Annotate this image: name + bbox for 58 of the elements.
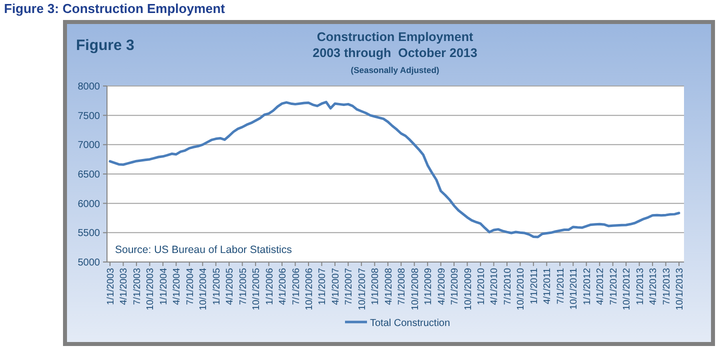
x-tick-label: 4/1/2011 <box>542 268 554 304</box>
x-tick-label: 7/1/2007 <box>344 268 355 305</box>
y-tick-label: 6000 <box>78 198 100 210</box>
x-tick-label: 4/1/2013 <box>648 268 660 305</box>
x-tick-label: 7/1/2012 <box>608 268 620 305</box>
x-tick-label: 1/1/2008 <box>370 268 382 305</box>
x-tick-label: 4/1/2007 <box>330 268 342 305</box>
x-tick-label: 7/1/2010 <box>502 268 514 305</box>
caption: Figure 3: Construction Employment <box>4 1 226 16</box>
x-tick-label: 10/1/2010 <box>516 268 527 310</box>
x-tick-label: 1/1/2007 <box>317 268 328 305</box>
x-tick-label: 7/1/2008 <box>396 268 408 305</box>
x-tick-label: 1/1/2006 <box>264 268 276 305</box>
x-tick-label: 7/1/2013 <box>661 268 672 305</box>
annotation: Source: US Bureau of Labor Statistics <box>115 244 292 256</box>
x-tick-label: 4/1/2006 <box>278 268 289 305</box>
x-tick-label: 7/1/2005 <box>238 268 249 305</box>
line-series <box>108 100 680 238</box>
x-tick-label: 4/1/2012 <box>595 268 606 305</box>
x-tick-label: 4/1/2009 <box>436 268 448 305</box>
y-tick-label: 7500 <box>78 110 100 122</box>
x-tick-label: 10/1/2003 <box>145 268 156 310</box>
y-tick-label: 6500 <box>78 170 100 180</box>
x-tick-label: 10/1/2013 <box>674 268 686 310</box>
legend-label: Total Construction <box>370 318 450 329</box>
x-tick-label: 7/1/2003 <box>132 268 143 305</box>
x-tick-label: 10/1/2005 <box>251 268 262 310</box>
x-tick-label: 10/1/2009 <box>462 268 474 310</box>
y-tick-label: 5500 <box>78 228 100 240</box>
x-tick-label: 10/1/2004 <box>198 268 210 310</box>
x-tick-label: 1/1/2013 <box>634 268 646 305</box>
x-tick-label: 7/1/2004 <box>184 268 196 305</box>
x-tick-label: 4/1/2005 <box>224 268 236 305</box>
x-tick-label: 1/1/2004 <box>158 268 170 305</box>
y-tick-label: 7000 <box>78 140 100 152</box>
chart-subtitle: (Seasonally Adjusted) <box>350 65 440 75</box>
caption: Figure 3 <box>76 37 134 54</box>
x-tick-label: 4/1/2003 <box>118 268 130 305</box>
x-tick-label: 4/1/2010 <box>489 268 500 305</box>
x-tick-label: 4/1/2008 <box>383 268 394 305</box>
x-tick-label: 1/1/2011 <box>528 268 540 304</box>
x-tick-label: 10/1/2007 <box>356 268 368 310</box>
x-tick-label: 4/1/2004 <box>172 268 183 305</box>
x-tick-label: 7/1/2006 <box>290 268 302 305</box>
x-tick-label: 10/1/2006 <box>304 268 315 310</box>
x-tick-label: 1/1/2009 <box>423 268 434 305</box>
x-tick-label: 7/1/2011 <box>555 268 566 304</box>
x-tick-label: 1/1/2010 <box>476 268 488 305</box>
x-tick-label: 10/1/2012 <box>622 268 633 310</box>
x-tick-label: 10/1/2008 <box>410 268 421 310</box>
x-tick-label: 10/1/2011 <box>568 268 580 310</box>
x-tick-label: 1/1/2012 <box>582 268 593 305</box>
y-tick-label: 5000 <box>78 258 100 268</box>
x-tick-label: 1/1/2003 <box>106 268 116 305</box>
x-tick-label: 7/1/2009 <box>450 268 461 305</box>
chart-title: Construction Employment 2003 through October 2013 <box>312 30 478 60</box>
x-tick-label: 1/1/2005 <box>211 268 222 305</box>
y-tick-label: 8000 <box>78 82 100 92</box>
